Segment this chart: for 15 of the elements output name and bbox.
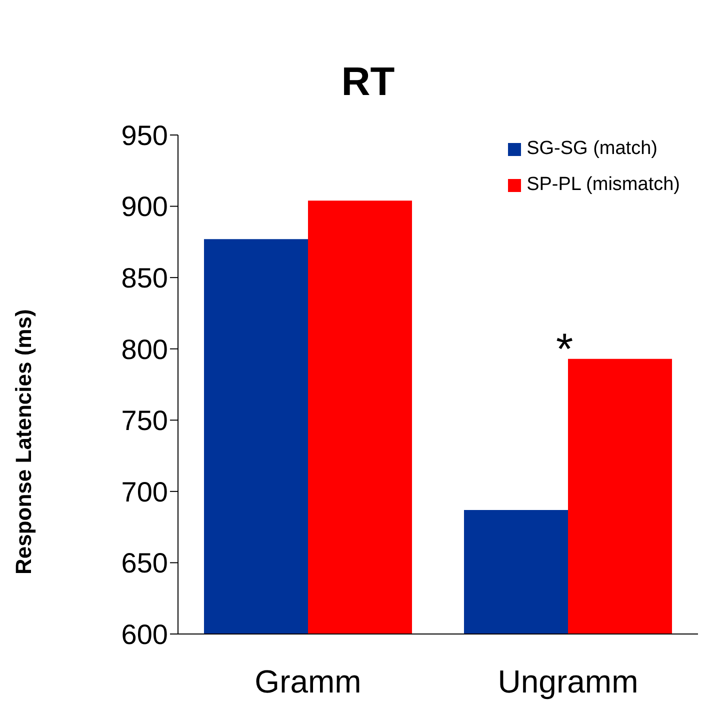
x-tick-label: Gramm: [254, 664, 362, 700]
y-tick-label: 650: [121, 548, 168, 579]
y-tick-label: 950: [121, 120, 168, 151]
y-tick-label: 750: [121, 405, 168, 436]
y-tick-label: 850: [121, 262, 168, 294]
y-tick-label: 900: [121, 191, 168, 222]
y-tick-label: 800: [121, 334, 168, 365]
legend-label: SG-SG (match): [526, 138, 658, 160]
y-axis-title: Response Latencies (ms): [10, 309, 36, 574]
legend-label: SP-PL (mismatch): [526, 174, 680, 196]
chart-title: RT: [340, 60, 396, 105]
x-tick-label: Ungramm: [498, 664, 638, 700]
y-tick-label: 600: [121, 618, 168, 650]
y-tick-label: 700: [121, 476, 168, 508]
annotation: *: [556, 325, 574, 374]
